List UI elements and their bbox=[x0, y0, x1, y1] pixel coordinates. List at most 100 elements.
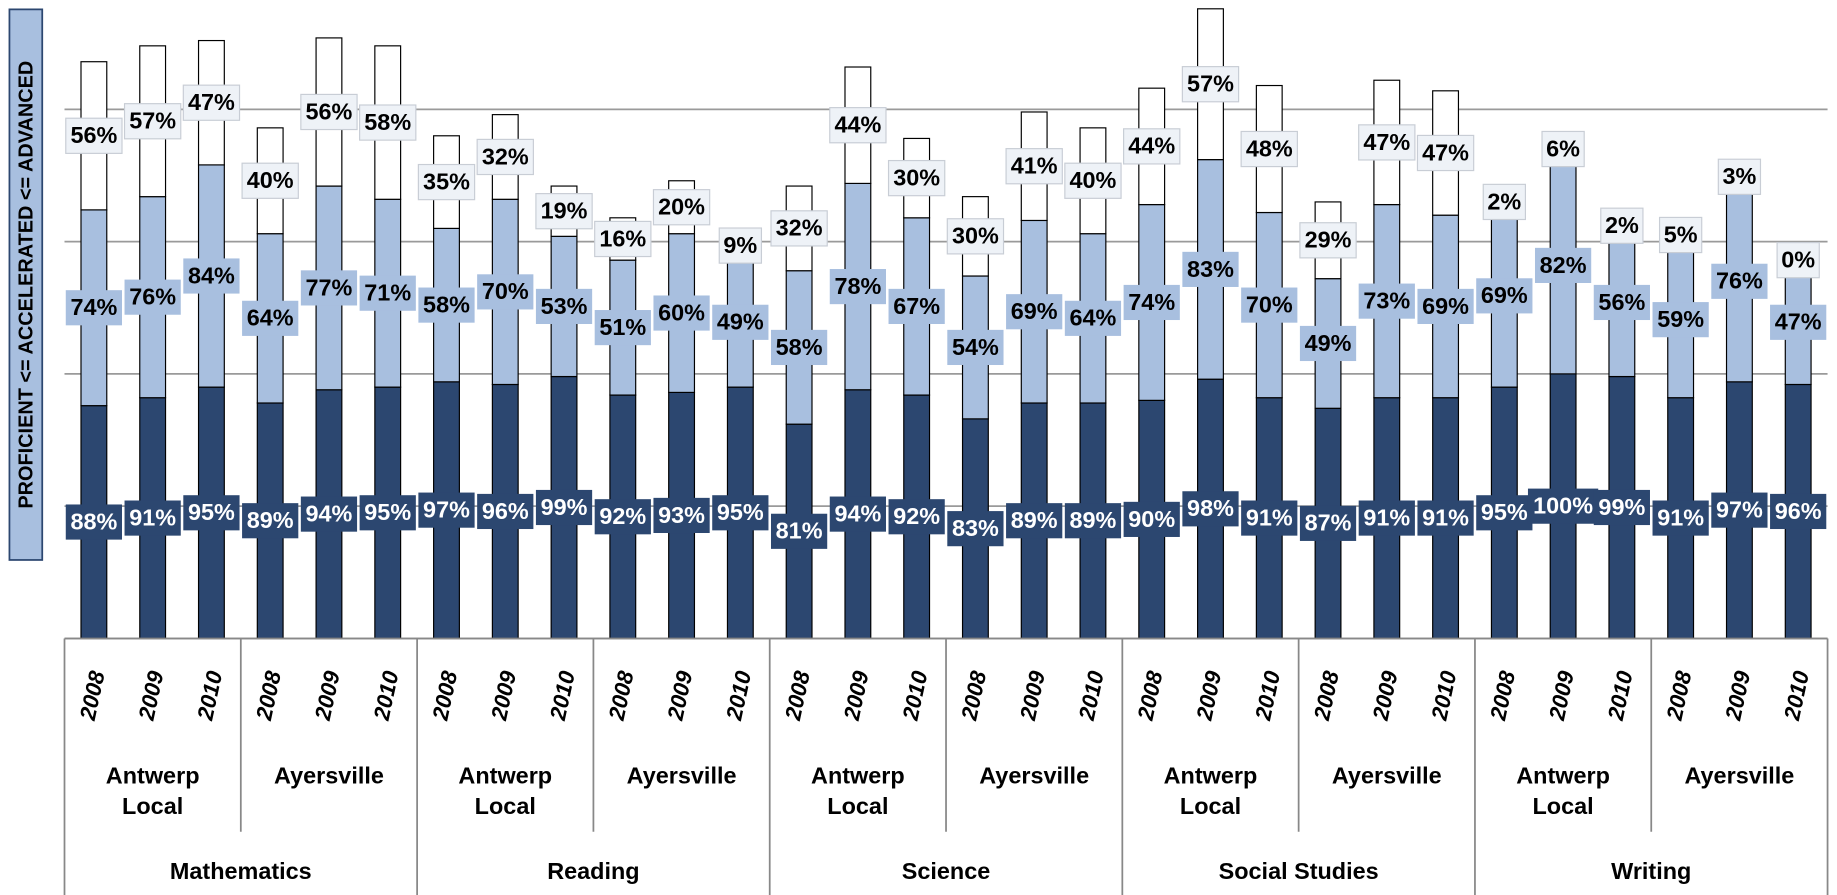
value-label: 83% bbox=[952, 515, 999, 541]
value-label: 92% bbox=[599, 503, 646, 529]
value-label-box bbox=[1181, 66, 1240, 103]
value-label: 91% bbox=[1246, 504, 1293, 530]
value-label-box bbox=[1006, 294, 1063, 330]
x-tick-label: 2008 bbox=[427, 668, 462, 723]
value-label-box bbox=[1600, 207, 1644, 244]
group-label: Ayersville bbox=[1684, 763, 1795, 790]
value-label-box bbox=[1527, 488, 1599, 524]
value-label: 96% bbox=[1775, 498, 1822, 524]
group-label: Antwerp Local bbox=[105, 763, 200, 821]
value-label: 91% bbox=[1422, 504, 1469, 530]
x-tick-label: 2008 bbox=[251, 668, 286, 723]
value-label: 69% bbox=[1422, 293, 1469, 319]
value-label-box bbox=[1776, 241, 1820, 279]
value-label: 56% bbox=[70, 122, 117, 148]
group-label-box: Antwerp Local bbox=[105, 763, 200, 821]
value-label: 91% bbox=[1657, 504, 1704, 530]
value-label-box bbox=[829, 269, 886, 305]
value-label-box bbox=[183, 495, 240, 531]
value-label-box bbox=[65, 504, 123, 540]
value-label: 87% bbox=[1305, 510, 1352, 536]
y-label-box bbox=[8, 8, 44, 561]
group-label: Antwerp Local bbox=[1516, 763, 1610, 821]
value-label-box bbox=[359, 495, 416, 531]
value-label-box bbox=[653, 497, 710, 534]
x-tick-label: 2009 bbox=[486, 668, 521, 723]
x-tick-label: 2009 bbox=[1368, 668, 1403, 723]
value-label: 40% bbox=[247, 167, 294, 193]
value-label-box bbox=[1711, 263, 1768, 299]
value-label: 89% bbox=[1070, 507, 1117, 533]
value-label: 44% bbox=[834, 112, 881, 138]
x-tick-label: 2010 bbox=[1074, 668, 1109, 723]
group-label-box: Ayersville bbox=[274, 764, 384, 790]
value-label-box bbox=[300, 270, 358, 306]
supergroup-label: Mathematics bbox=[170, 858, 312, 884]
value-label-box bbox=[1241, 500, 1298, 536]
value-label-box bbox=[829, 496, 886, 532]
value-label-box bbox=[535, 193, 593, 230]
value-label: 69% bbox=[1011, 298, 1058, 324]
value-label-box bbox=[1482, 183, 1527, 221]
x-tick-label: 2009 bbox=[1191, 668, 1226, 723]
x-tick-label: 2009 bbox=[1015, 668, 1050, 723]
value-label-box bbox=[359, 275, 416, 311]
value-label: 60% bbox=[658, 299, 705, 325]
value-label: 49% bbox=[1305, 330, 1352, 356]
value-label-box bbox=[242, 300, 299, 336]
value-label-box bbox=[947, 511, 1004, 547]
x-tick-label: 2008 bbox=[1309, 668, 1344, 723]
group-label-box: Antwerp Local bbox=[811, 764, 905, 820]
value-label-box bbox=[1182, 491, 1239, 527]
value-label-box bbox=[418, 287, 475, 323]
value-label: 47% bbox=[188, 89, 235, 115]
value-label-box bbox=[887, 159, 946, 197]
value-label: 20% bbox=[658, 194, 705, 220]
value-label-box bbox=[183, 258, 240, 294]
value-label-box bbox=[124, 500, 181, 536]
value-label: 56% bbox=[1598, 289, 1645, 315]
value-label-box bbox=[476, 138, 534, 176]
value-label: 9% bbox=[723, 232, 757, 258]
value-label: 69% bbox=[1481, 282, 1528, 308]
value-label-box bbox=[712, 304, 769, 340]
value-label: 56% bbox=[306, 98, 353, 124]
value-label: 100% bbox=[1533, 493, 1593, 519]
value-label: 76% bbox=[1716, 268, 1763, 294]
value-label-box bbox=[1006, 503, 1063, 539]
value-label: 32% bbox=[776, 215, 823, 241]
x-tick-label: 2010 bbox=[721, 668, 756, 723]
value-label-box bbox=[65, 117, 123, 154]
x-tick-label: 2010 bbox=[1426, 668, 1461, 723]
value-label: 95% bbox=[364, 499, 411, 525]
supergroup-label: Reading bbox=[547, 858, 639, 884]
value-label-box bbox=[1005, 148, 1063, 185]
value-label-box bbox=[241, 162, 299, 199]
group-label-box: Ayersville bbox=[627, 764, 737, 790]
value-label: 35% bbox=[423, 168, 470, 194]
x-tick-label: 2010 bbox=[1250, 668, 1285, 723]
x-tick-label: 2009 bbox=[1544, 668, 1579, 723]
value-label-box bbox=[418, 492, 475, 528]
value-label-box bbox=[535, 288, 593, 325]
group-label: Ayersville bbox=[979, 763, 1090, 790]
value-label-box bbox=[1593, 489, 1650, 526]
value-label-box bbox=[1417, 500, 1474, 536]
value-label-box bbox=[652, 189, 711, 226]
value-label: 95% bbox=[188, 499, 235, 525]
value-label: 29% bbox=[1305, 227, 1352, 253]
value-label: 19% bbox=[541, 198, 588, 224]
value-label: 90% bbox=[1128, 506, 1175, 532]
value-label: 64% bbox=[247, 305, 294, 331]
group-label: Antwerp Local bbox=[458, 763, 553, 821]
value-label: 97% bbox=[423, 496, 470, 522]
value-label-box bbox=[1064, 503, 1122, 539]
value-label: 30% bbox=[952, 223, 999, 249]
x-tick-label: 2008 bbox=[604, 668, 639, 723]
supergroup-label: Writing bbox=[1611, 858, 1691, 884]
value-label-box bbox=[1476, 278, 1533, 314]
value-label-box bbox=[123, 103, 182, 140]
x-tick-label: 2008 bbox=[1485, 668, 1520, 723]
value-label-box bbox=[1358, 500, 1415, 536]
